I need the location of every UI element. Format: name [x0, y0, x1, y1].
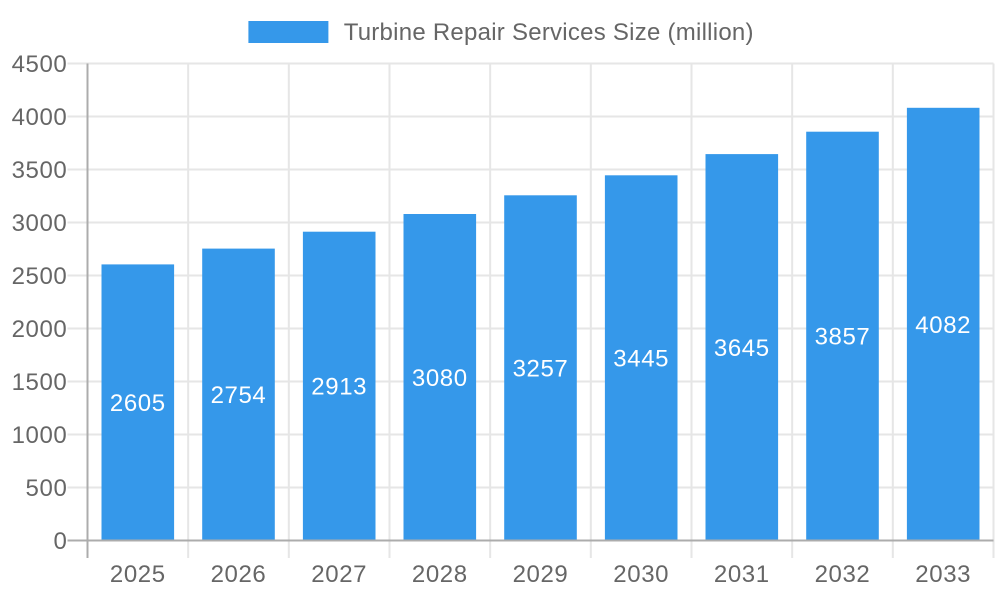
svg-text:3000: 3000: [12, 210, 68, 237]
svg-text:3500: 3500: [12, 157, 68, 184]
svg-text:500: 500: [26, 475, 68, 502]
svg-text:3445: 3445: [613, 346, 669, 373]
svg-text:2754: 2754: [211, 382, 267, 409]
svg-text:2033: 2033: [915, 561, 971, 588]
svg-text:2030: 2030: [613, 561, 669, 588]
svg-text:0: 0: [53, 528, 67, 555]
svg-text:2605: 2605: [110, 390, 166, 417]
svg-text:3080: 3080: [412, 365, 468, 392]
svg-text:4000: 4000: [12, 104, 68, 131]
svg-text:Turbine Repair Services Size (: Turbine Repair Services Size (million): [344, 19, 754, 46]
svg-text:2032: 2032: [815, 561, 871, 588]
svg-text:3857: 3857: [815, 324, 871, 351]
svg-text:2500: 2500: [12, 263, 68, 290]
svg-text:3257: 3257: [513, 356, 569, 383]
svg-text:4082: 4082: [915, 312, 971, 339]
svg-text:2031: 2031: [714, 561, 770, 588]
svg-text:2025: 2025: [110, 561, 166, 588]
svg-text:4500: 4500: [12, 51, 68, 78]
svg-text:3645: 3645: [714, 335, 770, 362]
svg-text:2029: 2029: [513, 561, 569, 588]
svg-text:2026: 2026: [211, 561, 267, 588]
svg-text:2027: 2027: [311, 561, 367, 588]
svg-text:1500: 1500: [12, 369, 68, 396]
svg-text:2913: 2913: [311, 374, 367, 401]
svg-text:1000: 1000: [12, 422, 68, 449]
svg-text:2028: 2028: [412, 561, 468, 588]
svg-text:2000: 2000: [12, 316, 68, 343]
